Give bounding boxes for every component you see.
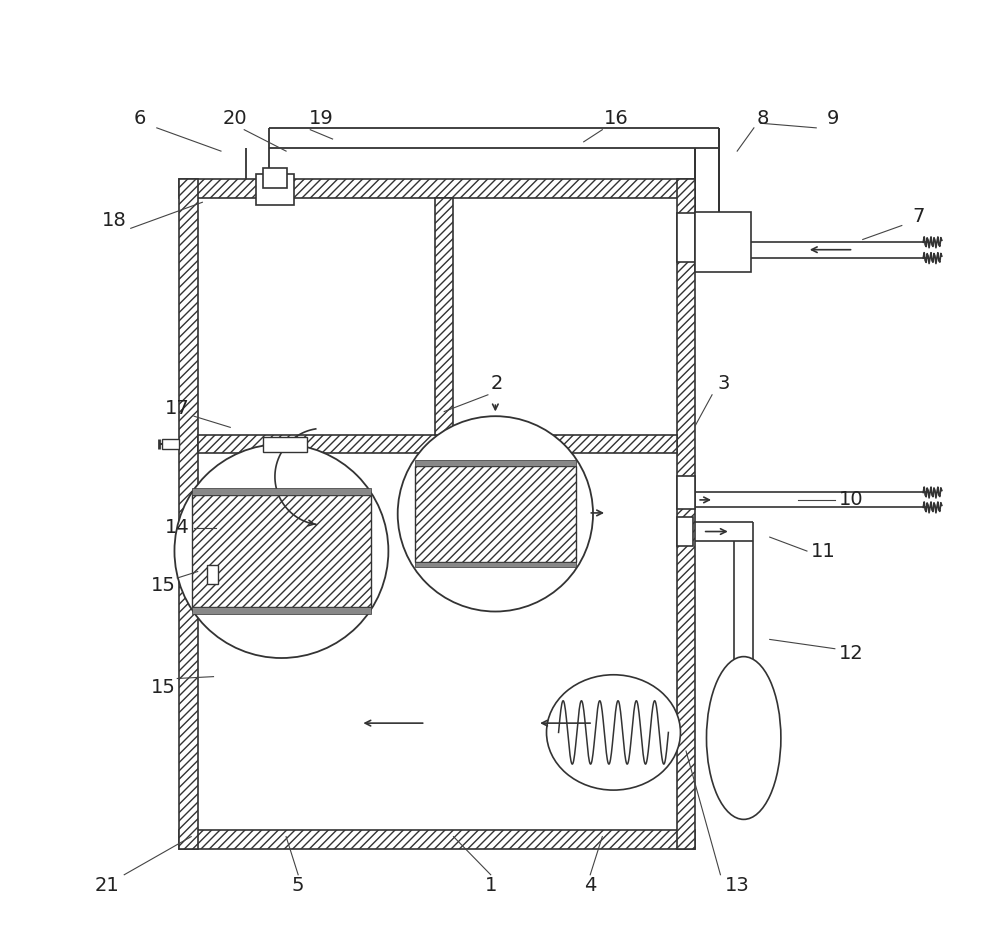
Bar xyxy=(695,212,751,272)
Bar xyxy=(415,562,576,567)
Text: 15: 15 xyxy=(151,576,176,595)
Text: 5: 5 xyxy=(292,876,304,896)
Bar xyxy=(179,179,695,197)
Bar xyxy=(192,607,371,614)
Bar xyxy=(207,565,218,583)
Bar xyxy=(415,461,576,466)
Text: 7: 7 xyxy=(912,207,925,226)
Text: 4: 4 xyxy=(584,876,596,896)
Bar xyxy=(263,168,287,188)
Bar xyxy=(677,476,695,509)
Bar xyxy=(162,440,179,448)
Bar xyxy=(192,488,371,495)
Bar xyxy=(677,516,693,547)
Circle shape xyxy=(398,416,593,612)
Text: 15: 15 xyxy=(151,679,176,698)
Text: 11: 11 xyxy=(811,542,836,561)
Bar xyxy=(256,175,294,205)
Circle shape xyxy=(174,444,388,658)
Text: 9: 9 xyxy=(827,110,839,128)
Bar xyxy=(677,179,695,849)
Bar xyxy=(198,435,677,453)
Bar xyxy=(179,179,198,849)
Bar xyxy=(415,466,576,562)
Text: 16: 16 xyxy=(604,110,629,128)
Text: 10: 10 xyxy=(839,490,864,510)
Text: 19: 19 xyxy=(309,110,334,128)
Text: 13: 13 xyxy=(725,876,750,896)
Text: 20: 20 xyxy=(223,110,247,128)
Text: 3: 3 xyxy=(717,374,729,393)
Ellipse shape xyxy=(706,657,781,819)
Bar xyxy=(263,437,307,451)
Text: 1: 1 xyxy=(485,876,497,896)
Text: 12: 12 xyxy=(839,644,864,663)
Text: 2: 2 xyxy=(491,374,503,393)
Bar xyxy=(192,495,371,607)
Text: 14: 14 xyxy=(165,518,190,537)
Text: 8: 8 xyxy=(757,110,769,128)
Text: 18: 18 xyxy=(102,211,126,230)
Text: 21: 21 xyxy=(95,876,120,896)
Text: 17: 17 xyxy=(165,399,190,418)
Bar xyxy=(435,197,453,435)
Bar xyxy=(677,213,695,261)
Text: 6: 6 xyxy=(134,110,146,128)
Bar xyxy=(198,197,677,830)
Bar xyxy=(179,830,695,849)
Ellipse shape xyxy=(547,675,680,790)
